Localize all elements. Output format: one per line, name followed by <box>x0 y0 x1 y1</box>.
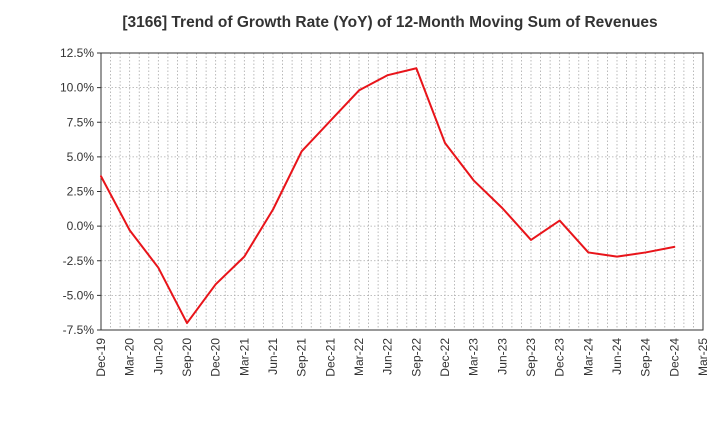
x-tick-label: Dec-20 <box>209 338 223 377</box>
x-tick-label: Dec-22 <box>438 338 452 377</box>
x-tick-label: Jun-21 <box>266 338 280 375</box>
x-tick-label: Mar-22 <box>352 338 366 376</box>
x-tick-label: Sep-20 <box>180 338 194 377</box>
x-tick-label: Jun-24 <box>610 338 624 375</box>
x-tick-label: Sep-21 <box>295 338 309 377</box>
x-tick-label: Mar-20 <box>123 338 137 376</box>
x-tick-label: Sep-22 <box>409 338 423 377</box>
x-tick-label: Sep-23 <box>524 338 538 377</box>
x-tick-label: Dec-23 <box>553 338 567 377</box>
y-tick-label: 10.0% <box>60 81 94 95</box>
x-tick-label: Dec-19 <box>94 338 108 377</box>
y-tick-label: 12.5% <box>60 46 94 60</box>
chart-title: [3166] Trend of Growth Rate (YoY) of 12-… <box>122 14 658 31</box>
x-tick-label: Mar-21 <box>237 338 251 376</box>
x-tick-label: Sep-24 <box>639 338 653 377</box>
x-tick-label: Dec-21 <box>323 338 337 377</box>
y-tick-label: -7.5% <box>63 323 95 337</box>
x-tick-label: Dec-24 <box>667 338 681 377</box>
y-tick-label: 2.5% <box>67 185 95 199</box>
y-tick-label: -5.0% <box>63 288 95 302</box>
y-tick-label: 0.0% <box>67 219 95 233</box>
series-line <box>100 67 676 325</box>
x-tick-label: Jun-20 <box>151 338 165 375</box>
x-tick-label: Jun-22 <box>381 338 395 375</box>
x-tick-label: Mar-23 <box>467 338 481 376</box>
x-tick-label: Jun-23 <box>495 338 509 375</box>
y-tick-label: 7.5% <box>67 115 95 129</box>
y-tick-label: 5.0% <box>67 150 95 164</box>
x-tick-label: Mar-25 <box>696 338 710 376</box>
y-tick-label: -2.5% <box>63 254 95 268</box>
x-tick-label: Mar-24 <box>581 338 595 376</box>
